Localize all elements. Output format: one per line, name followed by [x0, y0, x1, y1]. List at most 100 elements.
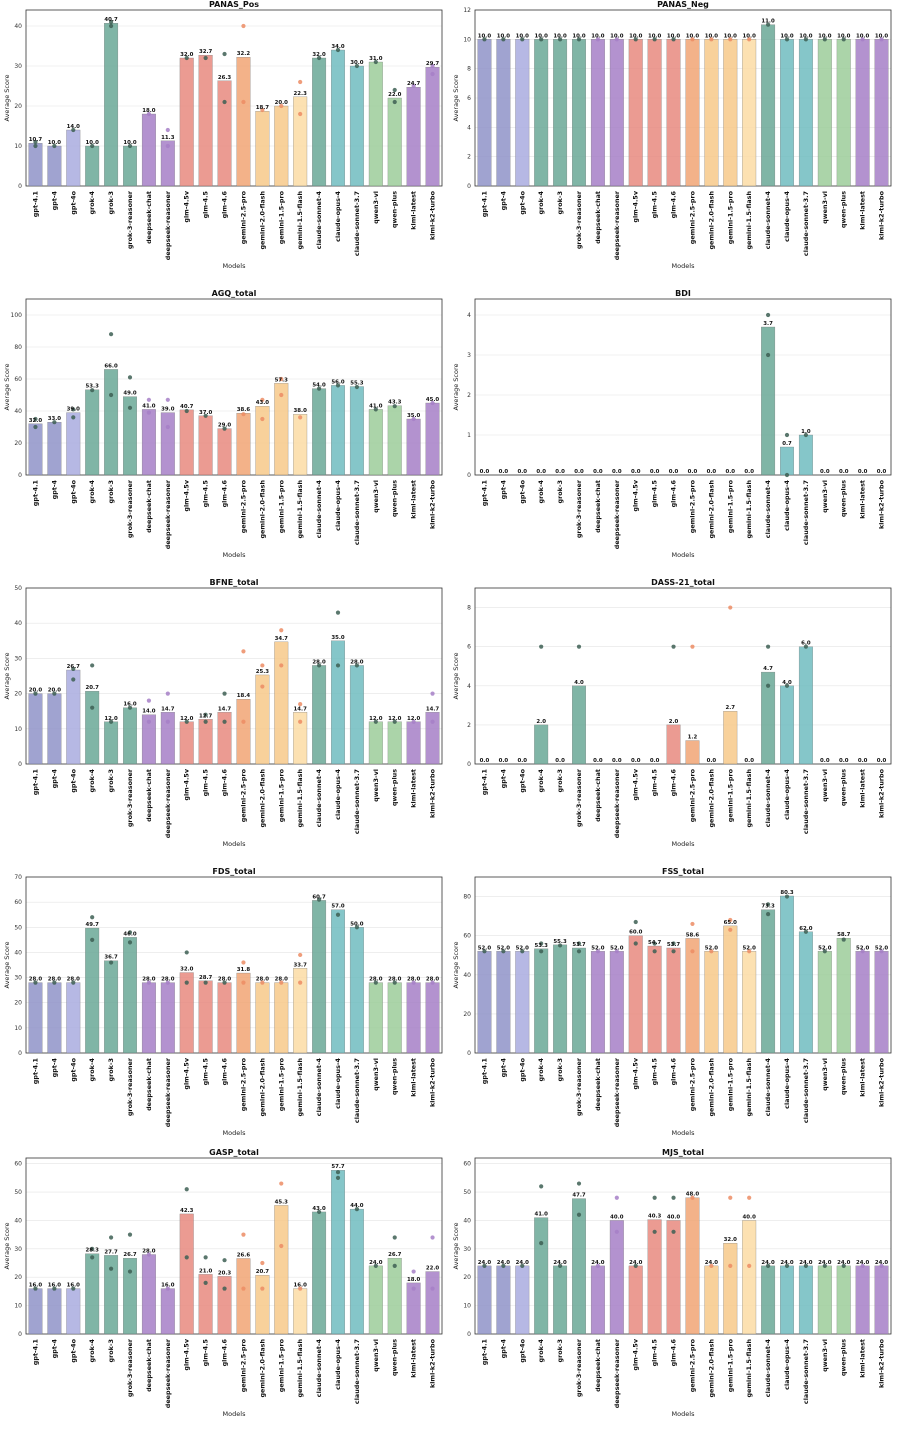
x-tick-label: gemini-1.5-flash — [296, 480, 304, 539]
sample-point — [501, 37, 506, 42]
x-tick-label: grok-3-reasoner — [126, 1338, 134, 1397]
sample-point — [165, 397, 170, 402]
value-label: 28.0 — [312, 659, 326, 665]
sample-point — [765, 683, 771, 688]
value-label: 52.0 — [856, 945, 870, 951]
x-tick-label: claude-sonnet-3.7 — [802, 191, 810, 256]
bar-gpt-4.1 — [477, 39, 492, 187]
sample-point — [71, 666, 76, 672]
bar-gemini-1.5-pro — [274, 982, 289, 1054]
x-tick-label: claude-sonnet-3.7 — [353, 1058, 361, 1123]
sample-point — [392, 719, 397, 724]
value-label: 26.7 — [67, 664, 81, 670]
x-tick-label: qwen3-vl — [372, 1058, 380, 1091]
chart-panel-panas-pos: PANAS_Pos 0 10 20 30 40 Average Score Models 10.… — [0, 0, 448, 286]
x-tick-label: deepseek-reasoner — [164, 1338, 172, 1408]
sample-point — [803, 37, 809, 42]
value-label: 24.0 — [478, 1260, 492, 1266]
sample-point — [539, 37, 544, 42]
y-axis-label: Average Score — [3, 364, 11, 411]
chart-title: FSS_total — [662, 867, 704, 876]
bar-claude-sonnet-3.7 — [349, 665, 364, 765]
x-tick-label: kimi-latest — [410, 191, 418, 230]
value-label: 10.0 — [516, 33, 530, 39]
value-label: 0.0 — [669, 469, 679, 475]
x-tick-label: gemini-2.0-flash — [707, 769, 715, 828]
value-label: 47.7 — [572, 1193, 586, 1199]
bar-glm-4.5 — [198, 719, 213, 765]
value-label: 18.4 — [237, 693, 251, 699]
x-tick-label: gpt-4 — [50, 1057, 58, 1077]
value-label: 0.0 — [555, 758, 565, 764]
x-tick-label: grok-4 — [88, 1338, 96, 1362]
sample-point — [765, 912, 771, 917]
value-label: 57.7 — [331, 1164, 345, 1170]
bar-kimi-latest — [406, 87, 421, 187]
y-tick-label: 0 — [18, 183, 22, 190]
x-tick-label: kimi-k2-turbo — [429, 768, 437, 818]
sample-point — [841, 1263, 846, 1268]
x-tick-label: claude-sonnet-3.7 — [353, 191, 361, 256]
bar-grok-4 — [534, 39, 549, 187]
sample-point — [576, 1181, 582, 1186]
sample-point — [860, 949, 865, 954]
sample-point — [108, 960, 114, 965]
sample-point — [728, 917, 733, 923]
bar-grok-3 — [553, 944, 568, 1054]
sample-point — [784, 894, 790, 899]
bar-gemini-1.5-flash — [293, 414, 308, 476]
y-tick-label: 20 — [14, 440, 22, 447]
x-tick-label: grok-3 — [107, 1058, 115, 1081]
value-label: 43.0 — [312, 1206, 326, 1212]
x-tick-label: glm-4.6 — [670, 1338, 678, 1366]
sample-point — [354, 925, 360, 930]
sample-point — [595, 1263, 601, 1268]
value-label: 10.0 — [648, 33, 662, 39]
sample-point — [539, 941, 544, 946]
sample-point — [614, 949, 619, 954]
x-tick-label: gemini-1.5-pro — [726, 1057, 734, 1111]
y-tick-label: 2 — [467, 392, 471, 399]
bar-gpt-4 — [47, 1288, 62, 1335]
x-tick-label: gemini-1.5-flash — [745, 480, 753, 539]
y-tick-label: 60 — [463, 1161, 471, 1168]
value-label: 39.0 — [161, 407, 175, 413]
value-label: 12.7 — [199, 713, 213, 719]
sample-point — [879, 1263, 884, 1268]
value-label: 52.0 — [875, 945, 889, 951]
sample-point — [90, 705, 95, 710]
x-tick-label: gemini-2.5-pro — [688, 768, 696, 822]
x-tick-label: gemini-1.5-flash — [745, 1339, 753, 1398]
sample-point — [430, 63, 435, 69]
value-label: 58.7 — [837, 932, 851, 938]
sample-point — [279, 663, 284, 668]
value-label: 0.0 — [517, 469, 527, 475]
sample-point — [539, 949, 544, 954]
sample-point — [652, 37, 657, 42]
sample-point — [539, 644, 544, 649]
y-tick-label: 10 — [463, 36, 471, 43]
value-label: 10.0 — [535, 33, 549, 39]
sample-point — [108, 1266, 114, 1271]
x-tick-label: gemini-2.0-flash — [258, 769, 266, 828]
sample-point — [803, 929, 809, 934]
x-tick-label: claude-opus-4 — [334, 768, 342, 819]
sample-point — [71, 415, 76, 420]
sample-point — [784, 37, 790, 42]
value-label: 0.0 — [593, 758, 603, 764]
bar-gemini-1.5-flash — [742, 951, 757, 1054]
x-tick-label: glm-4.5v — [183, 1057, 191, 1089]
value-label: 20.0 — [275, 100, 289, 106]
sample-point — [184, 1255, 189, 1260]
value-label: 28.0 — [29, 977, 43, 983]
bar-gpt-4.1 — [28, 1288, 43, 1335]
sample-point — [316, 663, 322, 668]
chart-svg: FDS_total 0 10 20 30 40 50 60 70 Average Score Mod… — [3, 867, 443, 1137]
value-label: 35.0 — [407, 413, 421, 419]
x-tick-label: glm-4.5v — [632, 1057, 640, 1089]
value-label: 0.0 — [631, 758, 641, 764]
sample-point — [298, 415, 303, 420]
sample-point — [316, 897, 322, 902]
bar-gpt-4.1 — [28, 423, 43, 476]
x-tick-label: glm-4.6 — [221, 768, 229, 796]
